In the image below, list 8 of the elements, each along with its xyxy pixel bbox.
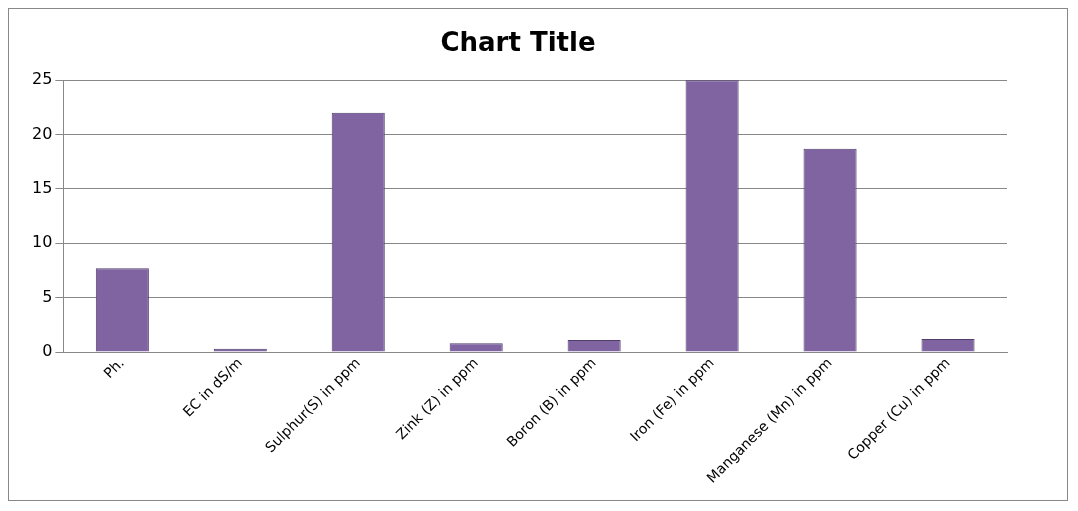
chart-title: Chart Title — [440, 27, 596, 58]
y-tick-label: 25 — [32, 69, 53, 89]
y-tick-label: 15 — [32, 178, 53, 198]
y-tick-label: 10 — [32, 232, 53, 252]
y-tick-label: 0 — [42, 341, 53, 361]
y-tick-label: 5 — [42, 286, 53, 306]
x-tick-label: Ph. — [100, 354, 128, 382]
y-tick-label: 20 — [32, 123, 53, 143]
